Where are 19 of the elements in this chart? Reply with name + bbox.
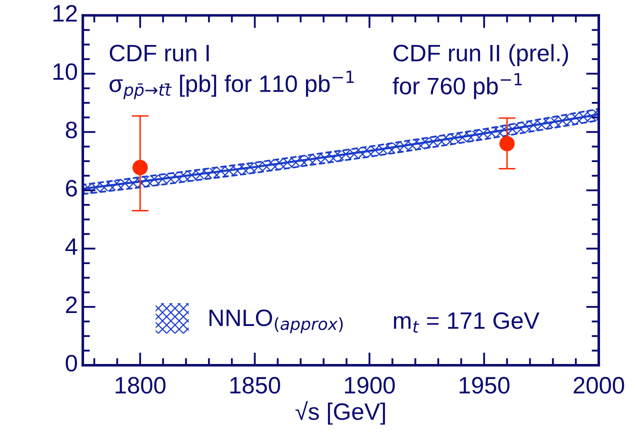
- x-tick-label: 1850: [230, 376, 280, 394]
- annotation: for 760 pb$^{−1}$: [392, 73, 522, 100]
- x-axis-title: √s [GeV]: [296, 401, 385, 425]
- y-tick-label: 2: [66, 296, 77, 314]
- annotation: CDF run II (prel.): [394, 44, 568, 66]
- y-tick-label: 0: [66, 354, 78, 372]
- text: NNLO$_{(approx)}$: [210, 309, 343, 334]
- x-tick-label: 1800: [116, 376, 166, 394]
- y-tick-label: 10: [53, 63, 78, 80]
- x-tick-label: 1900: [345, 376, 395, 394]
- x-tick-label: 1950: [460, 376, 510, 394]
- annotation: m$_{t}$ = 171 GeV: [394, 312, 540, 333]
- annotation: CDF run I: [110, 44, 209, 62]
- y-tick-label: 12: [53, 5, 77, 22]
- y-tick-label: 8: [66, 122, 77, 138]
- x-tick-label: 2000: [574, 376, 624, 394]
- y-tick-label: 4: [65, 238, 78, 255]
- y-tick-label: 6: [66, 180, 77, 197]
- annotation: σ$_{pp̄→tt̄}$ [pb] for 110 pb$^{−1}$: [110, 70, 354, 100]
